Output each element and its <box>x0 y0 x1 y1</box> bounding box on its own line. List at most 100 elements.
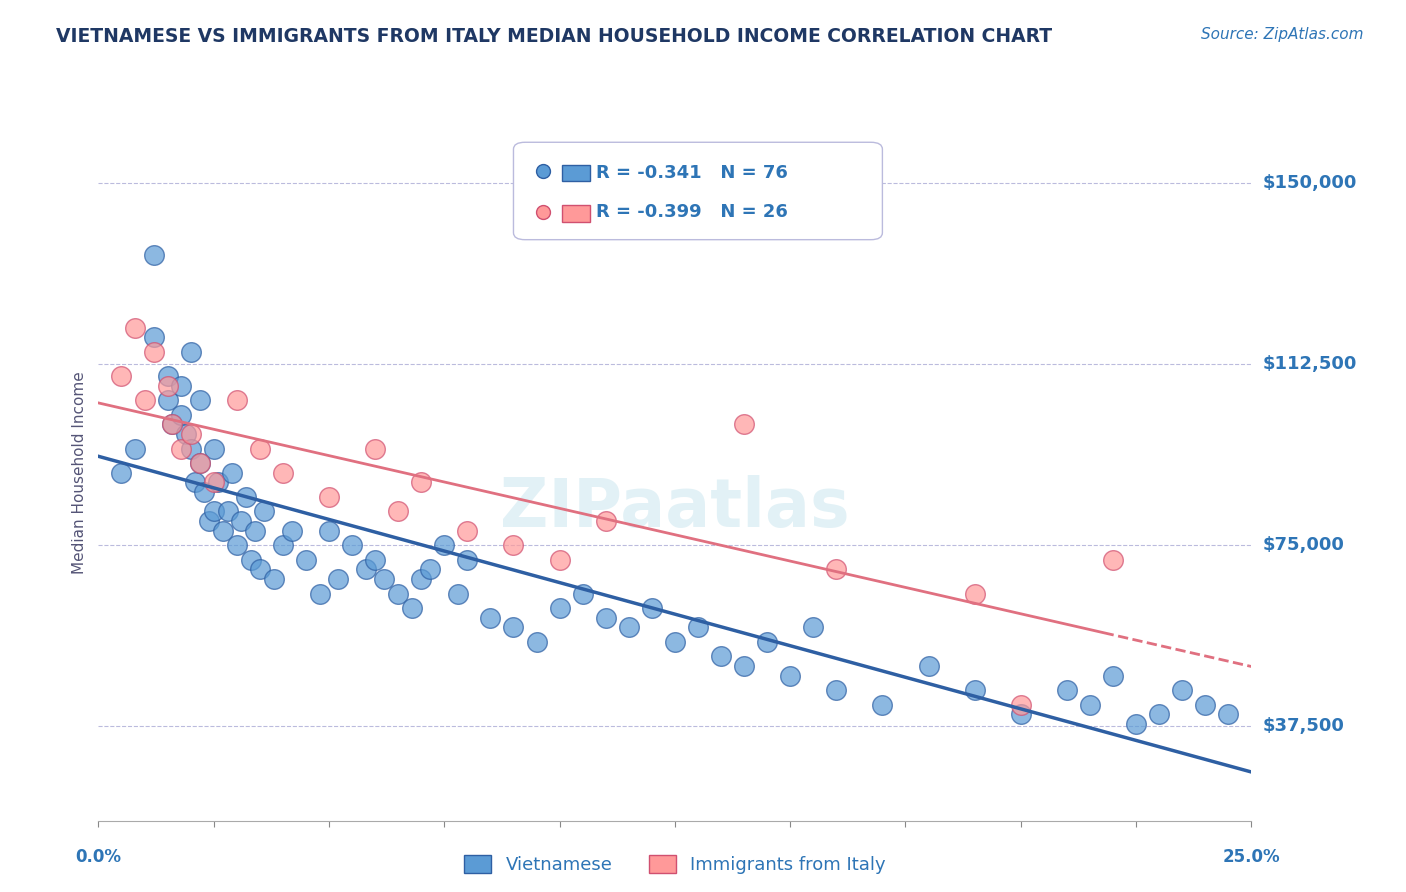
Point <box>1147 707 1170 722</box>
Point <box>188 456 211 470</box>
Point <box>328 572 350 586</box>
Point <box>142 330 165 344</box>
Point <box>202 504 225 518</box>
Point <box>239 552 262 567</box>
Point <box>825 683 848 698</box>
Point <box>479 611 502 625</box>
Point <box>124 442 146 456</box>
Point <box>354 562 377 576</box>
Point <box>502 538 524 552</box>
Point <box>156 393 179 408</box>
Point <box>245 524 267 538</box>
Point <box>281 524 304 538</box>
Text: Source: ZipAtlas.com: Source: ZipAtlas.com <box>1201 27 1364 42</box>
Point <box>142 345 165 359</box>
Point <box>364 442 387 456</box>
Point <box>231 514 253 528</box>
Point <box>502 620 524 634</box>
Point <box>340 538 363 552</box>
Point <box>170 379 193 393</box>
Point <box>571 586 593 600</box>
Point <box>110 369 132 384</box>
FancyBboxPatch shape <box>513 142 883 240</box>
Point <box>249 442 271 456</box>
Legend: Vietnamese, Immigrants from Italy: Vietnamese, Immigrants from Italy <box>457 847 893 881</box>
Point <box>595 514 617 528</box>
Point <box>1194 698 1216 712</box>
Point <box>170 442 193 456</box>
Point <box>1218 707 1240 722</box>
Point <box>253 504 276 518</box>
Bar <box>562 205 589 221</box>
Point <box>447 586 470 600</box>
Point <box>825 562 848 576</box>
Point <box>188 393 211 408</box>
Point <box>318 524 340 538</box>
Point <box>548 601 571 615</box>
Point <box>756 635 779 649</box>
Point <box>198 514 221 528</box>
Point <box>202 442 225 456</box>
Point <box>617 620 640 634</box>
Point <box>110 466 132 480</box>
Point <box>124 321 146 335</box>
Text: VIETNAMESE VS IMMIGRANTS FROM ITALY MEDIAN HOUSEHOLD INCOME CORRELATION CHART: VIETNAMESE VS IMMIGRANTS FROM ITALY MEDI… <box>56 27 1052 45</box>
Point <box>733 659 755 673</box>
Point <box>1125 717 1147 731</box>
Text: $112,500: $112,500 <box>1263 355 1357 373</box>
Point <box>1010 698 1032 712</box>
Point <box>235 490 257 504</box>
Point <box>387 586 409 600</box>
Point <box>160 417 183 432</box>
Point <box>212 524 235 538</box>
Point <box>318 490 340 504</box>
Point <box>180 427 202 442</box>
Point <box>411 475 433 490</box>
Point <box>733 417 755 432</box>
Point <box>207 475 229 490</box>
Point <box>411 572 433 586</box>
Point <box>526 635 548 649</box>
Point <box>180 345 202 359</box>
Point <box>188 456 211 470</box>
Text: ZIPaatlas: ZIPaatlas <box>501 475 849 541</box>
Point <box>271 538 294 552</box>
Point <box>373 572 395 586</box>
Point <box>193 485 215 500</box>
Text: 25.0%: 25.0% <box>1223 848 1279 866</box>
Text: $75,000: $75,000 <box>1263 536 1344 554</box>
Text: $37,500: $37,500 <box>1263 717 1344 735</box>
Point <box>1102 669 1125 683</box>
Point <box>1078 698 1101 712</box>
Point <box>364 552 387 567</box>
Point <box>156 369 179 384</box>
Point <box>595 611 617 625</box>
Point <box>202 475 225 490</box>
Point <box>1056 683 1078 698</box>
Text: 0.0%: 0.0% <box>76 848 121 866</box>
Y-axis label: Median Household Income: Median Household Income <box>72 371 87 574</box>
Point <box>221 466 243 480</box>
Point <box>174 427 197 442</box>
Point <box>217 504 239 518</box>
Bar <box>562 164 589 181</box>
Point <box>180 442 202 456</box>
Point <box>308 586 330 600</box>
Point <box>271 466 294 480</box>
Point <box>872 698 894 712</box>
Point <box>160 417 183 432</box>
Text: R = -0.341   N = 76: R = -0.341 N = 76 <box>596 164 789 182</box>
Point <box>548 552 571 567</box>
Point <box>963 586 986 600</box>
Point <box>1102 552 1125 567</box>
Point <box>249 562 271 576</box>
Point <box>710 649 733 664</box>
Point <box>1010 707 1032 722</box>
Point <box>419 562 441 576</box>
Point <box>917 659 939 673</box>
Point <box>156 379 179 393</box>
Point <box>387 504 409 518</box>
Point <box>963 683 986 698</box>
Point <box>142 248 165 262</box>
Point <box>184 475 207 490</box>
